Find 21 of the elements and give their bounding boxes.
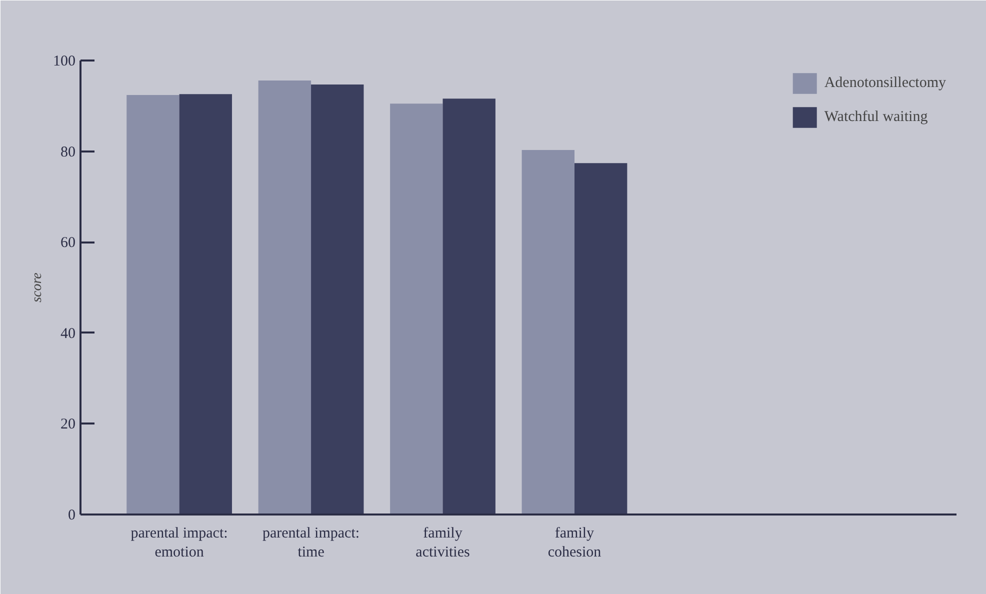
- bar: [574, 163, 628, 514]
- bar: [311, 84, 364, 514]
- x-tick-label: parental impact: emotion: [130, 526, 228, 561]
- y-tick-label: 20: [60, 416, 76, 433]
- legend-label: Watchful waiting: [824, 108, 928, 126]
- y-tick-label: 0: [68, 508, 76, 524]
- legend-label: Adenotonsillectomy: [824, 74, 946, 92]
- y-tick-label: 80: [60, 144, 76, 160]
- y-tick-label: 40: [60, 326, 76, 342]
- x-tick-label: family activities: [416, 526, 470, 561]
- x-tick-label: parental impact: time: [262, 526, 360, 561]
- bar: [126, 95, 180, 514]
- bar: [390, 104, 443, 514]
- y-tick-label: 100: [53, 54, 76, 70]
- x-tick-label: family cohesion: [548, 526, 602, 561]
- bar: [522, 150, 574, 514]
- bar: [258, 80, 312, 514]
- bar: [179, 94, 232, 514]
- y-tick-label: 60: [60, 235, 76, 252]
- y-axis-title: score: [30, 272, 45, 302]
- bar: [442, 98, 496, 514]
